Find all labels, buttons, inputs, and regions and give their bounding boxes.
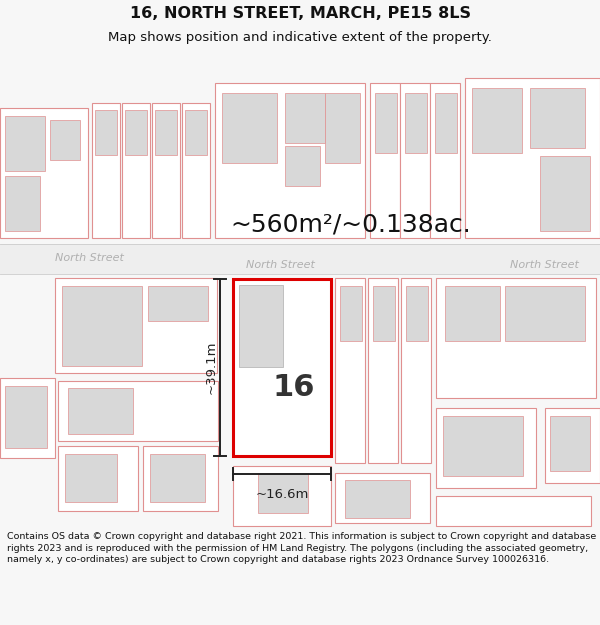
Text: 16, NORTH STREET, MARCH, PE15 8LS: 16, NORTH STREET, MARCH, PE15 8LS bbox=[130, 6, 470, 21]
Bar bbox=[540, 156, 590, 231]
Bar bbox=[375, 93, 397, 153]
Bar bbox=[335, 473, 430, 523]
Bar bbox=[472, 88, 522, 153]
Bar bbox=[222, 93, 277, 163]
Text: 16: 16 bbox=[273, 373, 315, 402]
Text: North Street: North Street bbox=[510, 260, 579, 270]
Bar bbox=[370, 83, 400, 238]
Bar bbox=[125, 110, 147, 155]
Bar bbox=[545, 408, 600, 483]
Bar bbox=[335, 278, 365, 463]
Bar bbox=[445, 286, 500, 341]
Bar bbox=[325, 93, 360, 163]
Bar bbox=[233, 466, 331, 526]
Bar bbox=[150, 454, 205, 502]
Bar bbox=[5, 386, 47, 448]
Bar bbox=[5, 116, 45, 171]
Text: ~16.6m: ~16.6m bbox=[256, 488, 308, 501]
Bar bbox=[368, 278, 398, 463]
Bar bbox=[58, 446, 138, 511]
Bar bbox=[436, 278, 596, 398]
Bar bbox=[436, 408, 536, 488]
Bar bbox=[239, 285, 283, 367]
Bar bbox=[55, 278, 217, 373]
Bar bbox=[185, 110, 207, 155]
Bar bbox=[215, 83, 365, 238]
Bar bbox=[435, 93, 457, 153]
Bar bbox=[65, 454, 117, 502]
Bar bbox=[62, 286, 142, 366]
Bar bbox=[401, 278, 431, 463]
Bar bbox=[122, 103, 150, 238]
Bar bbox=[285, 146, 320, 186]
Bar bbox=[68, 388, 133, 434]
Text: Contains OS data © Crown copyright and database right 2021. This information is : Contains OS data © Crown copyright and d… bbox=[7, 532, 596, 564]
Text: Map shows position and indicative extent of the property.: Map shows position and indicative extent… bbox=[108, 31, 492, 44]
Text: ~39.1m: ~39.1m bbox=[205, 341, 218, 394]
Bar bbox=[465, 78, 600, 238]
Bar bbox=[530, 88, 585, 148]
Bar bbox=[182, 103, 210, 238]
Bar bbox=[505, 286, 585, 341]
Bar bbox=[95, 110, 117, 155]
Bar bbox=[285, 93, 325, 143]
Text: North Street: North Street bbox=[55, 253, 124, 263]
Bar bbox=[152, 103, 180, 238]
Text: ~560m²/~0.138ac.: ~560m²/~0.138ac. bbox=[230, 212, 471, 236]
Bar bbox=[5, 176, 40, 231]
Bar bbox=[443, 416, 523, 476]
Text: North Street: North Street bbox=[245, 260, 314, 270]
Bar bbox=[406, 286, 428, 341]
Bar bbox=[58, 381, 218, 441]
Bar bbox=[143, 446, 218, 511]
Bar bbox=[148, 286, 208, 321]
Bar bbox=[436, 496, 591, 526]
Bar bbox=[400, 83, 430, 238]
Bar bbox=[233, 279, 331, 456]
Bar bbox=[340, 286, 362, 341]
Bar bbox=[345, 480, 410, 518]
Bar bbox=[155, 110, 177, 155]
Bar bbox=[0, 108, 88, 238]
Bar bbox=[405, 93, 427, 153]
Bar bbox=[550, 416, 590, 471]
Bar bbox=[373, 286, 395, 341]
Bar bbox=[0, 244, 600, 274]
Bar bbox=[258, 473, 308, 513]
Bar bbox=[50, 120, 80, 160]
Bar bbox=[0, 378, 55, 458]
Bar bbox=[430, 83, 460, 238]
Bar bbox=[92, 103, 120, 238]
